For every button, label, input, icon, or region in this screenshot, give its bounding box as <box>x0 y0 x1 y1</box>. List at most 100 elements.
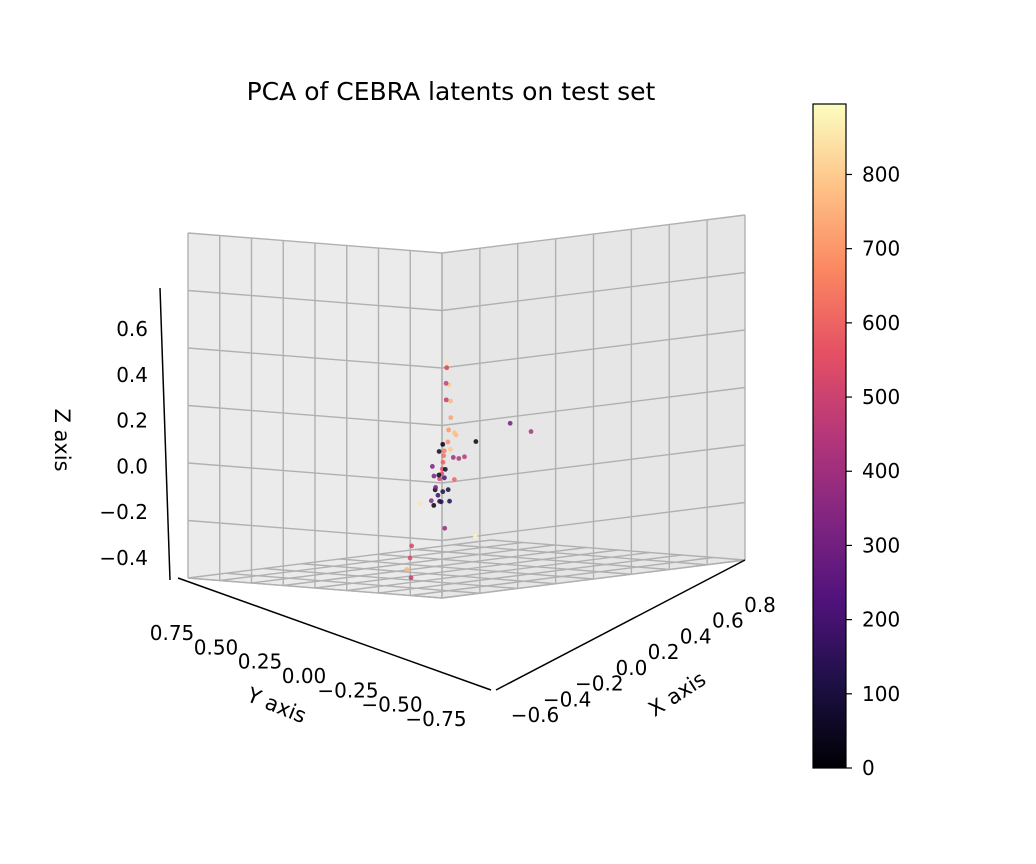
grid-line-y <box>453 544 708 566</box>
colorbar: 0 100 200 300 400 500 600 700 800 <box>812 103 900 780</box>
scatter-point <box>431 502 437 508</box>
z-axis-label: Z axis <box>50 408 74 471</box>
scatter-point <box>435 492 441 498</box>
scatter-point <box>440 489 446 495</box>
y-tick-label: 0.00 <box>282 664 327 688</box>
scatter-point <box>446 427 451 433</box>
colorbar-tick-label: 300 <box>862 533 900 557</box>
grid-line-y <box>490 539 746 561</box>
grid-line-z-left <box>187 404 443 427</box>
y-tick-label: −0.25 <box>317 678 378 702</box>
grid-line-z-left <box>187 232 443 254</box>
y-tick-label: 0.50 <box>194 635 239 659</box>
scatter-point <box>462 454 467 460</box>
grid-line-z-right <box>441 271 746 312</box>
grid-line-z-right <box>441 559 746 599</box>
scatter-points <box>404 360 534 581</box>
scatter-point <box>444 365 450 371</box>
scatter-point <box>442 475 447 481</box>
grid-line-y <box>301 563 556 585</box>
scatter-point <box>448 398 453 404</box>
scatter-point <box>429 464 435 469</box>
scatter-point <box>445 439 451 445</box>
grid-line-z-left <box>187 347 443 369</box>
grid-line-z-right <box>441 386 746 427</box>
scatter-point <box>404 566 410 572</box>
scatter-point <box>451 477 457 482</box>
y-tick-label: 0.75 <box>150 621 195 645</box>
chart-title: PCA of CEBRA latents on test set <box>247 77 656 106</box>
z-tick-label: 0.6 <box>116 317 148 341</box>
grid-line-y <box>415 548 670 571</box>
y-axis-line <box>177 577 492 691</box>
axes-panes <box>188 215 745 598</box>
scatter-point <box>442 466 448 472</box>
grid-line-z-left <box>187 462 443 484</box>
scatter-point <box>441 448 447 454</box>
tick-labels: −0.6−0.4−0.20.00.20.40.60.80.750.500.250… <box>99 317 775 731</box>
z-tick-label: −0.4 <box>99 546 148 570</box>
x-tick-label: 0.4 <box>680 624 712 648</box>
x-axis-line <box>495 559 746 691</box>
scatter-point <box>437 476 442 482</box>
scatter-point <box>436 449 442 454</box>
scatter-point <box>448 415 454 421</box>
scatter-point <box>448 446 453 452</box>
grid-line-y <box>339 558 594 580</box>
colorbar-tick-label: 0 <box>862 756 875 780</box>
x-axis-label-group: X axis <box>644 667 710 722</box>
scatter-point <box>444 360 450 366</box>
scatter-point <box>450 455 456 460</box>
grid-line-z-left <box>187 289 443 312</box>
colorbar-tick-label: 800 <box>862 162 900 186</box>
z-tick-label: 0.2 <box>116 409 148 433</box>
y-tick-label: −0.50 <box>361 693 422 717</box>
scatter-point <box>440 441 446 447</box>
y-axis-label-group: Y axis <box>243 682 310 728</box>
z-tick-label: 0.0 <box>116 454 148 478</box>
grid-line-z-left <box>187 519 443 542</box>
scatter-point <box>473 439 479 444</box>
scatter-point <box>408 575 414 581</box>
colorbar-tick-label: 100 <box>862 682 900 706</box>
grid-line-z-right <box>441 444 746 484</box>
colorbar-tick-label: 600 <box>862 311 900 335</box>
x-axis-label: X axis <box>644 667 710 722</box>
x-tick-label: 0.8 <box>744 593 776 617</box>
grid-line-z-left <box>187 577 443 599</box>
z-axis-label-group: Z axis <box>50 408 74 471</box>
scatter-point <box>445 487 451 493</box>
axis-lines <box>159 287 746 691</box>
scatter-point <box>436 472 442 478</box>
colorbar-gradient <box>812 103 847 769</box>
x-tick-label: 0.2 <box>648 640 680 664</box>
z-tick-label: −0.2 <box>99 500 148 524</box>
colorbar-tick-label: 200 <box>862 608 900 632</box>
x-tick-label: 0.0 <box>616 656 648 680</box>
grid-line-z-right <box>441 329 746 369</box>
x-tick-label: −0.4 <box>543 687 592 711</box>
colorbar-tick-label: 700 <box>862 237 900 261</box>
scatter-point <box>528 429 534 434</box>
scatter-point <box>442 525 448 531</box>
scatter-point <box>431 473 437 479</box>
scatter-point <box>472 534 478 539</box>
scatter-point <box>407 555 413 561</box>
scatter-point <box>456 456 462 461</box>
scatter-point <box>438 499 444 505</box>
y-axis-label: Y axis <box>243 682 310 728</box>
scatter-point <box>443 397 449 403</box>
x-tick-label: −0.2 <box>575 672 624 696</box>
scatter-point <box>507 420 513 426</box>
y-tick-label: −0.75 <box>405 707 466 731</box>
scatter-point <box>447 498 452 504</box>
grid-line-y <box>225 572 480 594</box>
grid-lines <box>187 214 746 599</box>
scatter-point <box>452 430 457 436</box>
z-tick-label: 0.4 <box>116 363 148 387</box>
scatter-point <box>417 501 423 507</box>
x-tick-label: −0.6 <box>511 703 560 727</box>
scatter-point <box>433 485 438 490</box>
scatter-point <box>428 498 434 504</box>
scatter-point <box>443 380 449 386</box>
